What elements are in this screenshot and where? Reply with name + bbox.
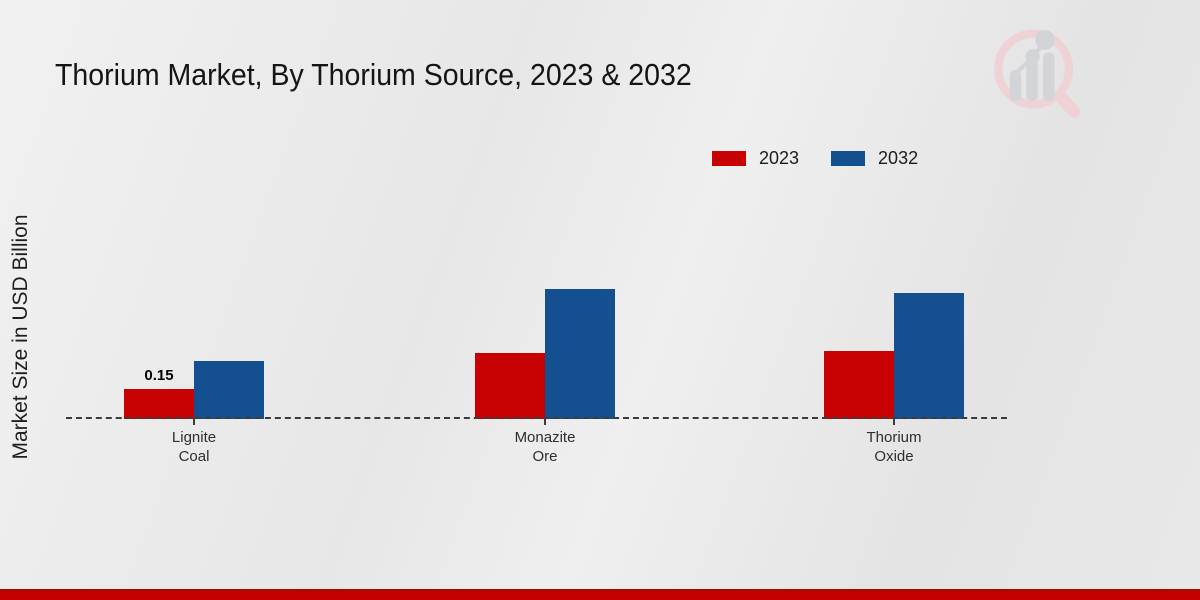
legend-label-2023: 2023: [759, 148, 800, 168]
x-tick-monazite-ore: [544, 419, 546, 425]
legend: 2023 2032: [712, 148, 918, 169]
x-tick-lignite-coal: [193, 419, 195, 425]
legend-item-2032: 2032: [831, 148, 918, 169]
x-category-label-lignite-coal: Lignite Coal: [171, 429, 217, 465]
x-category-label-monazite-ore: Monazite Ore: [514, 429, 576, 465]
bar-2023-monazite-ore: [475, 353, 545, 419]
bar-value-label: 0.15: [144, 367, 174, 384]
bar-2032-thorium-oxide: [894, 293, 964, 419]
bar-2023-thorium-oxide: [824, 351, 894, 419]
bar-2032-monazite-ore: [545, 289, 615, 419]
chart-title: Thorium Market, By Thorium Source, 2023 …: [55, 56, 692, 92]
legend-label-2032: 2032: [878, 148, 919, 168]
bar-2032-lignite-coal: [194, 361, 264, 419]
x-axis-baseline: [66, 417, 1007, 419]
x-category-label-thorium-oxide: Thorium Oxide: [866, 429, 922, 465]
legend-swatch-2023: [712, 151, 746, 166]
legend-item-2023: 2023: [712, 148, 799, 169]
bar-2023-lignite-coal: [124, 389, 194, 419]
magnifier-bar-chart-icon: [994, 29, 1081, 118]
footer-accent-bar: [0, 589, 1200, 600]
legend-swatch-2032: [831, 151, 866, 166]
x-tick-thorium-oxide: [893, 419, 895, 425]
